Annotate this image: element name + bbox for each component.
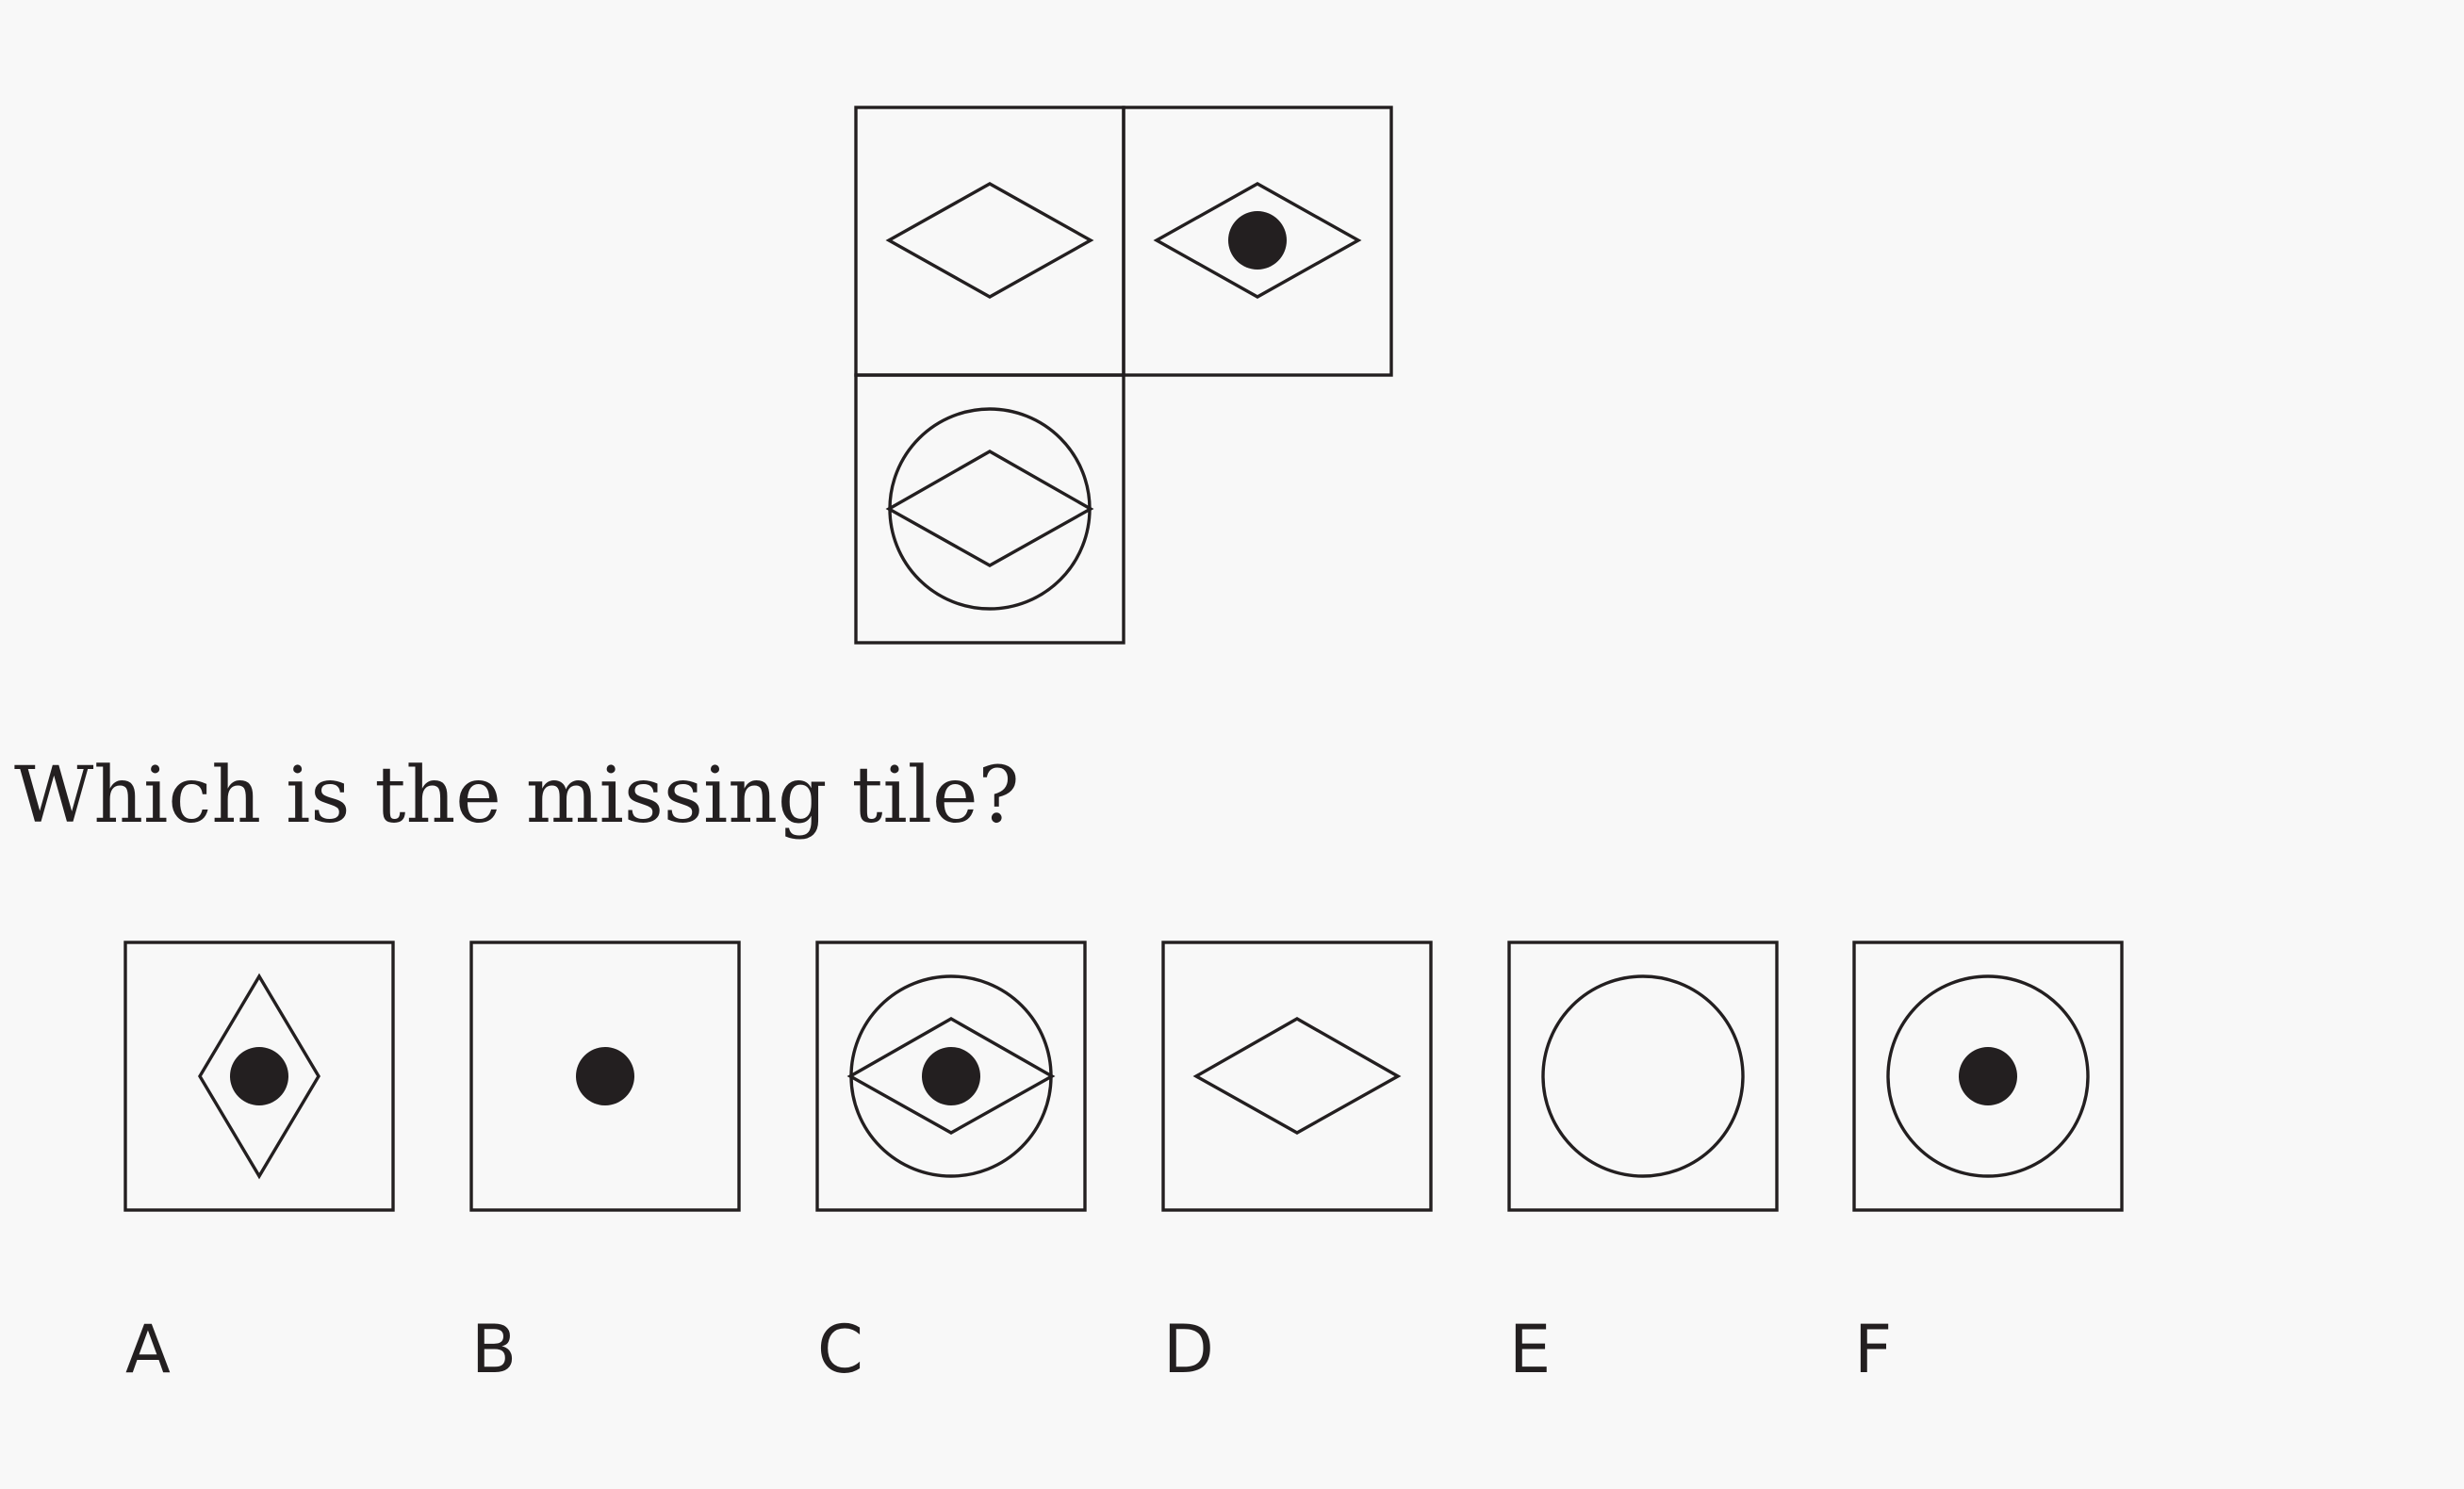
circle-shape [1541,974,1745,1178]
diamond-shape [885,182,1094,299]
puzzle-tile-bottom-left [854,373,1125,645]
option-d[interactable]: D [1161,941,1433,1388]
option-tile-frame[interactable] [1161,941,1433,1212]
puzzle-tile-top-right [1122,106,1393,377]
option-label: D [1163,1311,1214,1388]
option-c[interactable]: C [815,941,1087,1388]
puzzle-tile-top-left [854,106,1125,377]
answer-options: A B C D E [123,941,2124,1388]
option-label: B [471,1311,517,1388]
diamond-shape [885,450,1094,567]
diamond-shape [1192,1017,1402,1135]
tile-frame [854,106,1125,377]
option-tile-frame[interactable] [815,941,1087,1212]
option-label: E [1509,1311,1551,1388]
dot-shape [230,1047,288,1105]
option-a[interactable]: A [123,941,395,1388]
dot-shape [1228,211,1287,270]
option-tile-frame[interactable] [1852,941,2124,1212]
vertical-diamond-shape [198,973,320,1180]
dot-shape [922,1047,980,1105]
question-text: Which is the missing tile? [14,751,1019,841]
option-tile-frame[interactable] [469,941,741,1212]
option-label: A [125,1311,171,1388]
diamond-shape [1153,182,1362,299]
dot-shape [1959,1047,2017,1105]
diamond-shape [846,1017,1056,1135]
puzzle-grid [854,106,1393,645]
option-tile-frame[interactable] [1507,941,1779,1212]
option-e[interactable]: E [1507,941,1779,1388]
circle-shape [1886,974,2090,1178]
option-tile-frame[interactable] [123,941,395,1212]
option-label: F [1854,1311,1892,1388]
option-b[interactable]: B [469,941,741,1388]
option-f[interactable]: F [1852,941,2124,1388]
tile-frame [1122,106,1393,377]
dot-shape [576,1047,634,1105]
tile-frame [854,373,1125,645]
option-label: C [817,1311,863,1388]
circle-shape [888,407,1092,611]
